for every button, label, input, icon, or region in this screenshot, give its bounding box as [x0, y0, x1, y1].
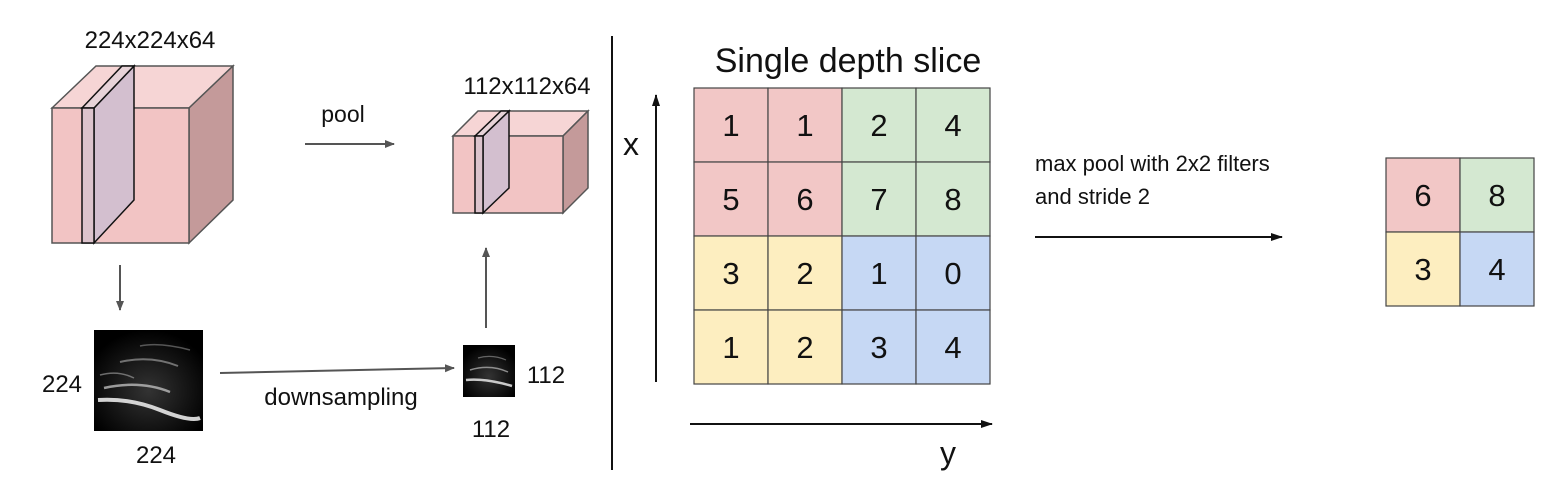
input-grid-cell-value: 1: [722, 330, 739, 365]
output-image: [463, 345, 515, 397]
input-grid-cell-value: 3: [722, 256, 739, 291]
input-grid-cell-r1-c4: 4: [915, 87, 991, 163]
input-grid-cell-r2-c1: 5: [693, 161, 769, 237]
input-grid-cell-value: 6: [796, 182, 813, 217]
input-grid-cell-value: 2: [870, 108, 887, 143]
input-grid-cell-r1-c3: 2: [841, 87, 917, 163]
input-grid-cell-background: [693, 161, 769, 237]
operation-label-line2: and stride 2: [1035, 184, 1150, 209]
output-cube-slice-front: [474, 135, 484, 214]
output-grid-cell-value: 6: [1414, 178, 1431, 213]
input-grid-cell-background: [915, 87, 991, 163]
input-grid-cell-background: [841, 309, 917, 385]
output-image-width-label: 112: [472, 416, 510, 443]
input-image-width-label: 224: [136, 442, 176, 469]
input-grid-cell-value: 7: [870, 182, 887, 217]
operation-label-line1: max pool with 2x2 filters: [1035, 151, 1270, 176]
x-axis-label: x: [623, 126, 639, 162]
input-grid-cell-r3-c3: 1: [841, 235, 917, 311]
input-image: [94, 330, 203, 431]
input-grid-cell-background: [915, 235, 991, 311]
input-grid-cell-background: [693, 309, 769, 385]
input-volume-cube: [50, 64, 235, 245]
downsampling-label: downsampling: [264, 384, 417, 411]
output-grid-cell-background: [1459, 231, 1535, 307]
input-grid-cell-background: [841, 87, 917, 163]
output-volume-cube: [451, 109, 590, 215]
input-grid-cell-value: 1: [870, 256, 887, 291]
input-grid-cell-r2-c3: 7: [841, 161, 917, 237]
input-grid-cell-r3-c1: 3: [693, 235, 769, 311]
input-grid-cell-value: 1: [796, 108, 813, 143]
output-grid-cell-r2-c2: 4: [1459, 231, 1535, 307]
output-grid-cell-value: 4: [1488, 252, 1505, 287]
input-grid-cell-value: 4: [944, 330, 961, 365]
input-grid-cell-r2-c2: 6: [767, 161, 843, 237]
input-grid-cell-value: 2: [796, 330, 813, 365]
output-image-height-label: 112: [527, 362, 565, 389]
input-grid-cell-background: [767, 87, 843, 163]
input-grid-cell-r3-c4: 0: [915, 235, 991, 311]
input-grid-cell-background: [915, 161, 991, 237]
input-grid-cell-value: 8: [944, 182, 961, 217]
output-grid-cell-r1-c2: 8: [1459, 157, 1535, 233]
output-volume-label: 112x112x64: [463, 73, 590, 100]
pooled-output-grid: 6 8 3 4: [1385, 157, 1535, 307]
input-grid-cell-r4-c1: 1: [693, 309, 769, 385]
input-grid-cell-background: [915, 309, 991, 385]
input-grid-cell-r4-c3: 3: [841, 309, 917, 385]
input-grid-cell-background: [693, 235, 769, 311]
input-grid-cell-value: 0: [944, 256, 961, 291]
downsampling-arrow: [219, 364, 455, 374]
input-grid-cell-background: [767, 235, 843, 311]
y-axis-label: y: [940, 435, 956, 471]
input-grid-cell-value: 2: [796, 256, 813, 291]
input-grid-cell-value: 5: [722, 182, 739, 217]
input-cube-slice-front: [81, 107, 95, 244]
pool-label: pool: [321, 101, 364, 127]
input-grid-cell-r4-c2: 2: [767, 309, 843, 385]
input-grid-cell-value: 3: [870, 330, 887, 365]
input-grid-cell-r3-c2: 2: [767, 235, 843, 311]
input-grid-cell-background: [767, 161, 843, 237]
output-grid-cell-value: 8: [1488, 178, 1505, 213]
input-image-height-label: 224: [42, 371, 82, 398]
input-grid-cell-r2-c4: 8: [915, 161, 991, 237]
input-grid-cell-r1-c1: 1: [693, 87, 769, 163]
output-grid-cell-r1-c1: 6: [1385, 157, 1461, 233]
input-grid-cell-r1-c2: 1: [767, 87, 843, 163]
output-grid-cell-r2-c1: 3: [1385, 231, 1461, 307]
input-volume-label: 224x224x64: [85, 27, 216, 54]
input-grid-cell-value: 4: [944, 108, 961, 143]
output-grid-cell-value: 3: [1414, 252, 1431, 287]
input-grid-cell-r4-c4: 4: [915, 309, 991, 385]
depth-slice-title: Single depth slice: [715, 42, 982, 80]
input-grid-cell-value: 1: [722, 108, 739, 143]
input-depth-slice-grid: 1 1 2 4 5 6 7 8 3 2 1 0 1 2 3 4: [693, 87, 991, 385]
